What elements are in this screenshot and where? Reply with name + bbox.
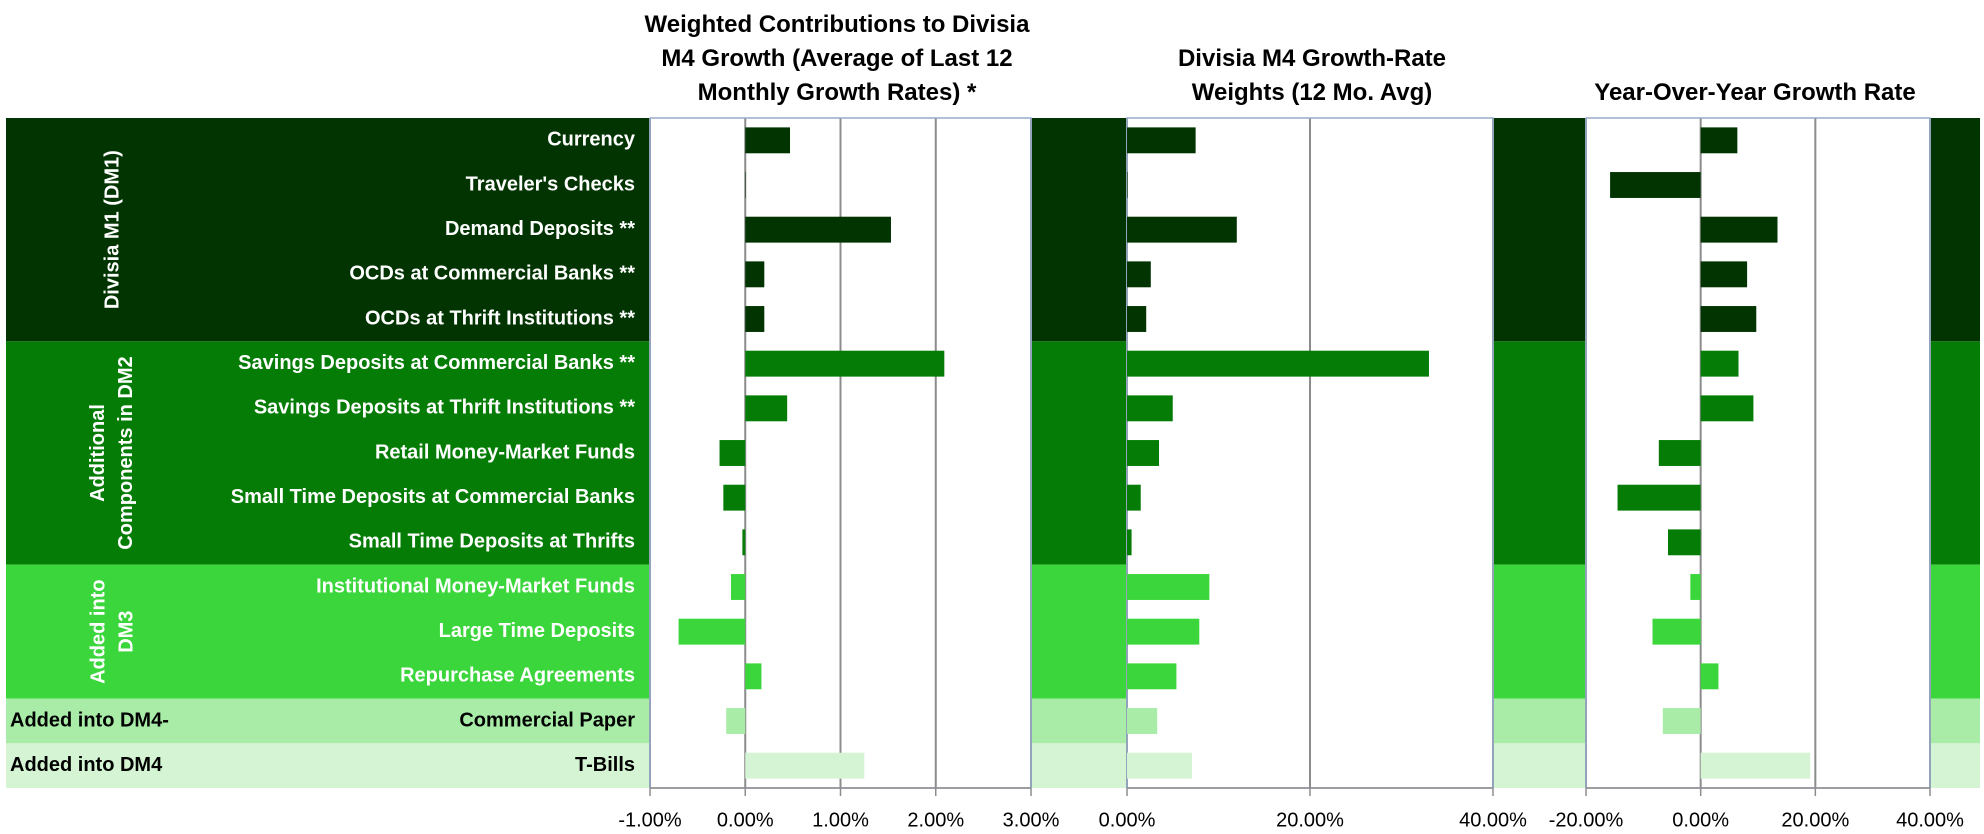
bar xyxy=(1127,752,1192,779)
bar xyxy=(745,395,788,422)
bar xyxy=(1700,216,1778,243)
group-label: Added into DM4 xyxy=(10,754,163,776)
bar xyxy=(1658,440,1701,466)
bar xyxy=(1127,708,1158,734)
category-label: Commercial Paper xyxy=(459,709,635,731)
panel-title-box: Year-Over-Year Growth Rate xyxy=(1594,79,1916,106)
x-tick-label: 20.00% xyxy=(1276,809,1344,831)
group-label: Divisia M1 (DM1) xyxy=(100,150,123,310)
bar xyxy=(745,127,791,154)
bar xyxy=(1127,350,1429,377)
bar xyxy=(1662,708,1701,734)
category-label: Small Time Deposits at Commercial Banks xyxy=(231,486,635,508)
group-label-box: Additional Components in DM2 xyxy=(87,356,137,550)
category-label: Demand Deposits ** xyxy=(445,218,635,240)
bar xyxy=(1127,216,1237,243)
x-tick-label: 40.00% xyxy=(1459,809,1527,831)
bar xyxy=(1127,127,1196,154)
bar xyxy=(730,574,746,600)
category-label: Retail Money-Market Funds xyxy=(375,441,635,463)
group-label-box: Divisia M1 (DM1) xyxy=(100,150,123,310)
group-label: Added into DM4- xyxy=(10,709,169,731)
group-label-box: Added into DM3 xyxy=(86,579,137,684)
bar xyxy=(678,618,746,645)
bar xyxy=(745,216,891,243)
bar xyxy=(1127,484,1141,511)
bar xyxy=(745,663,762,690)
category-label: OCDs at Commercial Banks ** xyxy=(349,263,635,285)
bar xyxy=(1690,574,1701,600)
bar xyxy=(1127,261,1151,288)
category-label: Currency xyxy=(547,129,636,151)
panel-title: Weighted Contributions to Divisia M4 Gro… xyxy=(644,11,1030,106)
x-tick-label: 0.00% xyxy=(1099,809,1156,831)
panel-title-box: Divisia M4 Growth-Rate Weights (12 Mo. A… xyxy=(1177,45,1447,106)
bar xyxy=(1700,350,1739,377)
bar xyxy=(1700,261,1748,288)
bar xyxy=(1617,484,1701,511)
category-label: OCDs at Thrift Institutions ** xyxy=(365,307,635,329)
group-label: Additional Components in DM2 xyxy=(87,356,137,550)
x-tick-label: -20.00% xyxy=(1549,809,1624,831)
panel-title: Year-Over-Year Growth Rate xyxy=(1594,79,1916,106)
bar xyxy=(745,752,865,779)
bar xyxy=(745,350,945,377)
x-tick-label: 0.00% xyxy=(717,809,774,831)
bar xyxy=(719,440,746,466)
category-label: Traveler's Checks xyxy=(466,173,635,195)
category-label: Small Time Deposits at Thrifts xyxy=(349,531,635,553)
category-label: Institutional Money-Market Funds xyxy=(316,575,635,597)
bar xyxy=(726,708,746,734)
bar xyxy=(745,172,746,198)
bar xyxy=(1667,529,1701,556)
x-tick-label: 1.00% xyxy=(812,809,869,831)
x-tick-label: 0.00% xyxy=(1672,809,1729,831)
bar xyxy=(1127,574,1210,600)
bar xyxy=(1127,306,1147,332)
bar xyxy=(1127,172,1128,198)
bar xyxy=(1652,618,1701,645)
bar xyxy=(1700,752,1811,779)
bar xyxy=(745,261,765,288)
bar xyxy=(1127,440,1160,466)
bar xyxy=(1127,663,1177,690)
bar xyxy=(742,529,746,556)
bar xyxy=(1700,663,1719,690)
bar xyxy=(1700,395,1754,422)
bar xyxy=(1127,618,1200,645)
bar xyxy=(1610,172,1701,198)
x-tick-label: -1.00% xyxy=(618,809,682,831)
bar xyxy=(1700,127,1738,154)
group-label: Added into DM3 xyxy=(86,579,137,684)
category-label: Savings Deposits at Commercial Banks ** xyxy=(238,352,635,374)
bar xyxy=(1700,306,1757,332)
bar xyxy=(1127,529,1132,556)
panel-title-box: Weighted Contributions to Divisia M4 Gro… xyxy=(644,11,1030,106)
category-label: Repurchase Agreements xyxy=(400,665,635,687)
x-tick-label: 3.00% xyxy=(1003,809,1060,831)
x-tick-label: 40.00% xyxy=(1896,809,1964,831)
x-tick-label: 2.00% xyxy=(907,809,964,831)
category-label: Savings Deposits at Thrift Institutions … xyxy=(254,397,635,419)
bar xyxy=(723,484,746,511)
category-label: Large Time Deposits xyxy=(439,620,635,642)
bar xyxy=(1127,395,1173,422)
x-tick-label: 20.00% xyxy=(1781,809,1849,831)
category-label: T-Bills xyxy=(575,754,635,776)
bar xyxy=(745,306,765,332)
panel-title: Divisia M4 Growth-Rate Weights (12 Mo. A… xyxy=(1177,45,1447,106)
